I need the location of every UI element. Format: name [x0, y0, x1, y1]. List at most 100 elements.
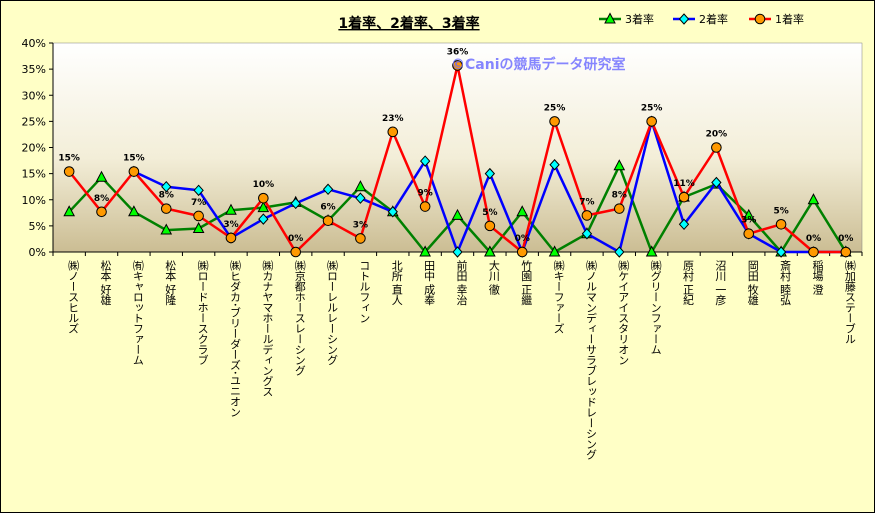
data-point: [807, 193, 820, 205]
x-tick-label: ㈱カナヤマホールディングス: [261, 260, 274, 397]
legend-label: 3着率: [625, 12, 654, 26]
data-point: [678, 218, 690, 231]
x-tick-label: 松本 好雄: [99, 259, 112, 305]
data-point: [548, 245, 561, 257]
x-tick-label: 前田 幸治: [455, 259, 468, 306]
data-label: 25%: [641, 103, 663, 113]
legend-label: 1着率: [775, 12, 804, 26]
legend: 3着率 2着率 1着率: [599, 12, 804, 26]
x-tick-label: 北所 直人: [390, 260, 403, 305]
x-tick-label: ㈱グリーンファーム: [649, 260, 662, 355]
y-tick-label: 5%: [29, 220, 46, 233]
data-point: [258, 192, 269, 204]
legend-label: 2着率: [699, 12, 728, 26]
data-point: [63, 166, 75, 177]
data-point: [549, 116, 560, 127]
legend-marker: [754, 13, 766, 25]
x-tick-label: 沼川 一彦: [714, 259, 727, 306]
data-point: [840, 246, 852, 258]
data-label: 0%: [806, 234, 821, 244]
data-point: [484, 245, 496, 257]
series-3: 15% 8% 15% 8% 7% 3% 10% 0% 6% 3% 23% 9% 36% 5% 0% 25% 7%…: [58, 47, 853, 258]
data-label: 36%: [447, 47, 469, 57]
data-label: 7%: [191, 198, 206, 208]
x-tick-label: ㈱京都ホースレーシング: [293, 260, 306, 376]
data-point: [355, 192, 366, 204]
data-label: 8%: [612, 191, 627, 201]
data-point: [258, 213, 269, 225]
data-label: 5%: [482, 208, 497, 218]
data-point: [614, 203, 625, 214]
data-point: [63, 205, 76, 217]
data-label: 10%: [253, 180, 275, 190]
data-point: [581, 227, 593, 240]
data-point: [387, 206, 398, 218]
data-point: [387, 126, 399, 138]
y-tick-label: 40%: [22, 37, 46, 50]
data-label: 6%: [320, 203, 335, 213]
data-point: [96, 206, 107, 218]
data-point: [322, 183, 334, 196]
data-point: [419, 201, 431, 212]
data-label: 3%: [353, 220, 368, 230]
chart-title: 1着率、2着率、3着率: [338, 15, 479, 32]
x-tick-label: 松本 好隆: [164, 259, 177, 305]
data-point: [516, 246, 528, 258]
data-label: 20%: [706, 130, 728, 140]
data-point: [257, 201, 270, 213]
data-point: [775, 246, 787, 258]
x-tick-label: 原村 正紀: [682, 260, 695, 305]
data-label: 9%: [417, 189, 432, 199]
data-label: 8%: [94, 194, 109, 204]
data-point: [419, 245, 431, 257]
data-point: [225, 232, 237, 244]
data-point: [419, 155, 431, 167]
data-point: [290, 197, 301, 210]
y-tick-label: 15%: [22, 168, 46, 181]
x-tick-label: 岡田 牧雄: [746, 260, 759, 305]
x-tick-label: 稲場 澄: [811, 260, 824, 295]
data-point: [451, 208, 464, 220]
x-tick-label: 田中 成奉: [423, 260, 436, 305]
x-tick-label: 斎村 睦弘: [779, 259, 792, 305]
data-point: [192, 221, 205, 233]
y-tick-label: 25%: [22, 115, 46, 128]
data-point: [484, 167, 496, 180]
data-label: 11%: [673, 179, 695, 189]
x-tick-label: 大川 徹: [487, 259, 500, 295]
legend-marker: [604, 12, 616, 24]
data-point: [160, 203, 172, 214]
data-point: [290, 246, 302, 258]
y-tick-label: 0%: [29, 246, 46, 259]
data-point: [128, 205, 140, 217]
data-point: [516, 205, 529, 217]
data-point: [581, 210, 593, 221]
legend-marker: [678, 13, 690, 25]
data-point: [225, 203, 237, 215]
data-point: [743, 228, 755, 240]
data-label: 0%: [288, 234, 303, 244]
data-label: 23%: [382, 114, 404, 124]
data-label: 25%: [544, 103, 566, 113]
data-point: [645, 245, 658, 257]
data-point: [322, 215, 334, 226]
y-tick-label: 35%: [22, 63, 46, 76]
data-point: [711, 142, 722, 153]
data-label: 3%: [741, 216, 756, 226]
data-point: [484, 220, 496, 232]
data-point: [160, 223, 173, 235]
x-tick-label: ㈱ノルマンディーサラブレッドレーシング: [584, 260, 597, 460]
data-label: 0%: [838, 234, 853, 244]
x-tick-label: ㈱ロードホースクラブ: [196, 260, 209, 366]
data-label: 15%: [123, 154, 145, 164]
y-tick-label: 10%: [22, 194, 46, 207]
x-tick-label: 竹園 正繼: [520, 259, 533, 305]
x-tick-label: ㈱加藤ステーブル: [843, 260, 856, 344]
data-point: [193, 184, 204, 197]
data-point: [452, 60, 463, 71]
data-label: 7%: [579, 197, 594, 207]
x-tick-label: ㈱ヒダカ･ブリーダーズ･ユニオン: [228, 260, 241, 417]
data-point: [354, 180, 367, 192]
